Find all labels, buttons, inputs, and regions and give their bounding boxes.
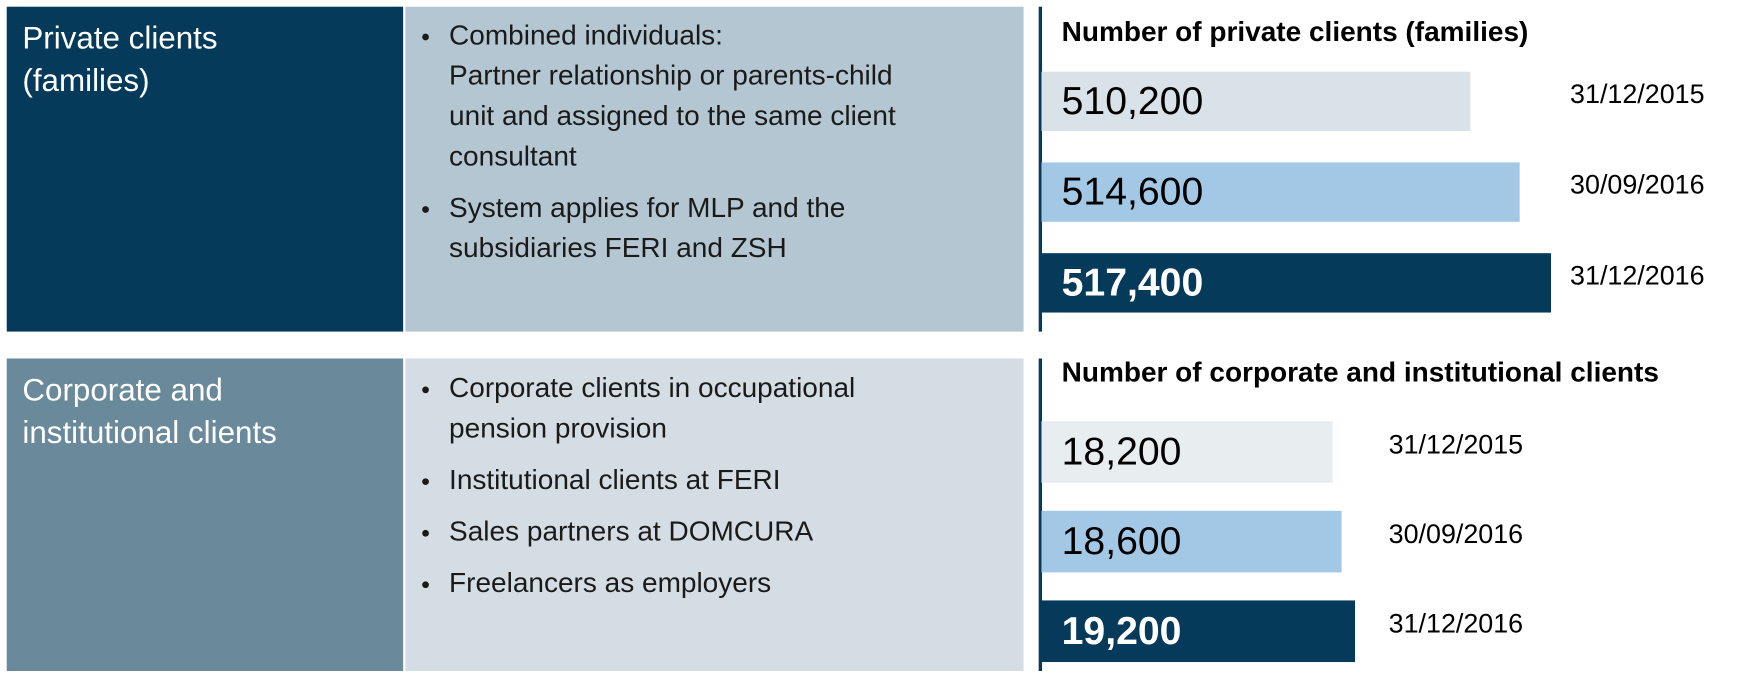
bullet-dot (422, 529, 429, 537)
category-label: 31/12/2016 (1570, 260, 1704, 290)
bar (1041, 510, 1342, 573)
category-label: 31/12/2015 (1389, 429, 1523, 459)
category-label: 30/09/2016 (1389, 519, 1523, 549)
bullet-text: Institutional clients at FERI (449, 464, 780, 495)
bullet-dot (422, 386, 429, 394)
bullet-dot (422, 581, 429, 589)
bar (1041, 253, 1552, 313)
section-label: institutional clients (22, 415, 276, 450)
section-label-box (6, 358, 404, 673)
section-label: Corporate and (22, 372, 222, 407)
section-label-box (6, 6, 404, 332)
section-bullet-box (405, 358, 1024, 673)
bullet-text: Corporate clients in occupational (449, 372, 855, 403)
bullet-text: subsidiaries FERI and ZSH (449, 232, 787, 263)
bullet-text: pension provision (449, 413, 667, 444)
bullet-text: Sales partners at DOMCURA (449, 516, 813, 547)
category-label: 31/12/2016 (1389, 609, 1523, 639)
section-label: Private clients (22, 21, 217, 56)
value-label: 18,600 (1062, 520, 1182, 563)
bullet-text: Partner relationship or parents-child (449, 60, 892, 91)
value-label: 510,200 (1062, 80, 1204, 123)
bullet-dot (422, 478, 429, 486)
value-label: 517,400 (1062, 261, 1204, 304)
section-label: (families) (22, 63, 149, 98)
chart-title: Number of corporate and institutional cl… (1062, 357, 1659, 388)
bar (1041, 71, 1471, 132)
bullet-text: System applies for MLP and the (449, 192, 845, 223)
bullet-dot (422, 33, 429, 41)
bullet-text: unit and assigned to the same client (449, 100, 896, 131)
chart-title: Number of private clients (families) (1062, 16, 1529, 47)
value-label: 19,200 (1062, 610, 1182, 653)
category-label: 30/09/2016 (1570, 170, 1704, 200)
bar (1041, 600, 1356, 663)
section-bullet-box (405, 6, 1024, 332)
bar (1041, 421, 1333, 483)
bullet-text: consultant (449, 140, 577, 171)
bullet-text: Freelancers as employers (449, 567, 771, 598)
category-label: 31/12/2015 (1570, 79, 1704, 109)
value-label: 514,600 (1062, 171, 1204, 214)
bullet-text: Combined individuals: (449, 19, 723, 50)
value-label: 18,200 (1062, 431, 1182, 474)
bar (1041, 162, 1520, 222)
bullet-dot (422, 206, 429, 213)
